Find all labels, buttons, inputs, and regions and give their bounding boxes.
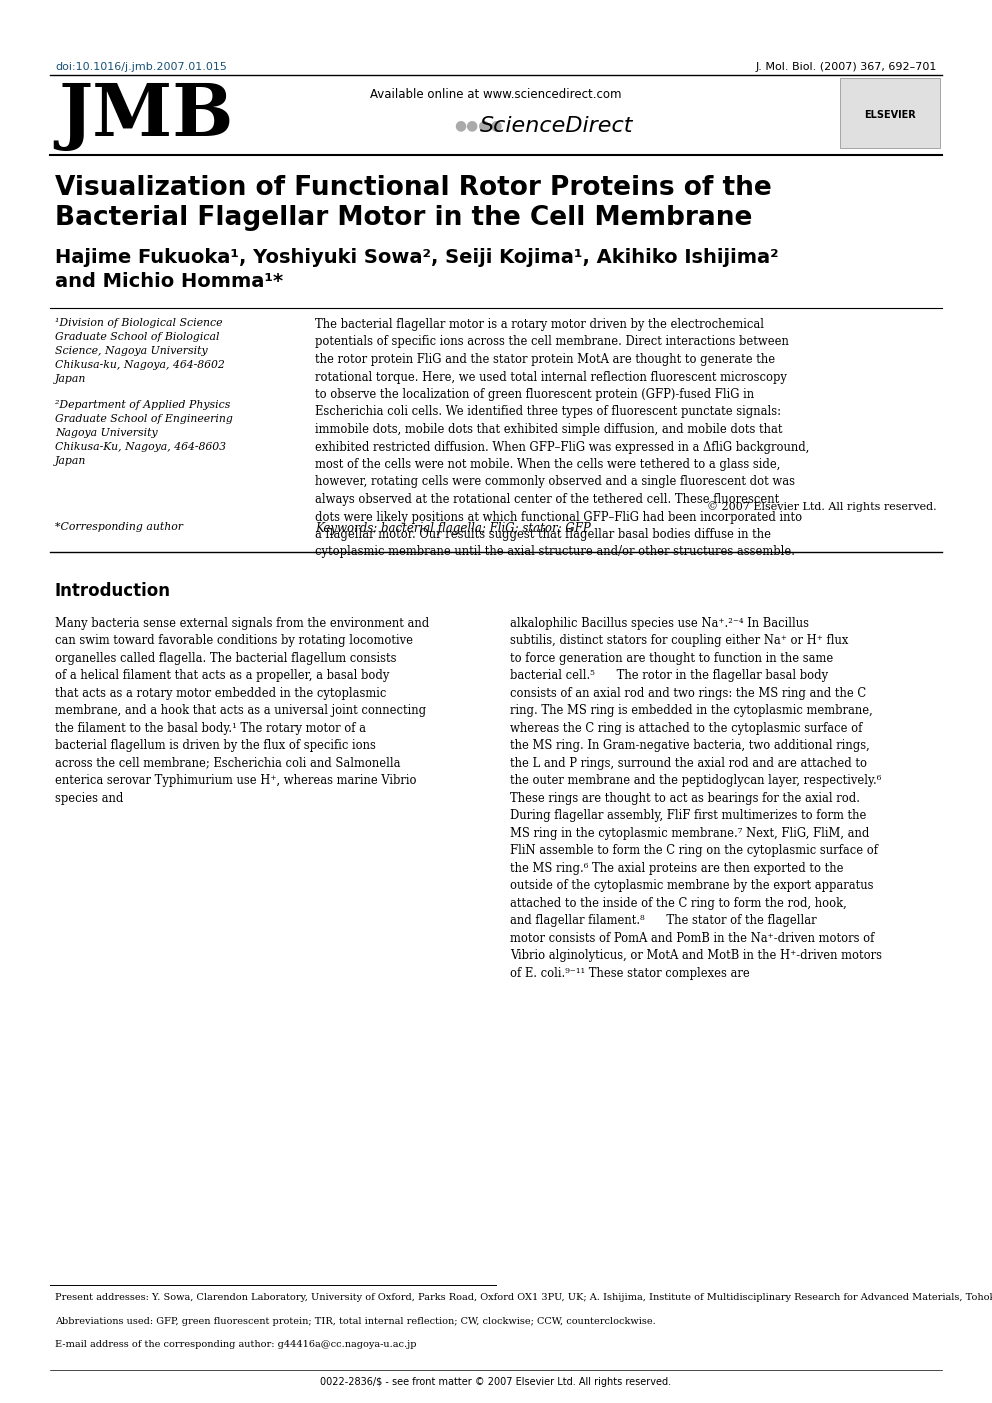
Text: ¹Division of Biological Science: ¹Division of Biological Science	[55, 318, 222, 328]
Text: alkalophilic Bacillus species use Na⁺.²⁻⁴ In Bacillus
subtilis, distinct stators: alkalophilic Bacillus species use Na⁺.²⁻…	[510, 616, 882, 979]
Text: *Corresponding author: *Corresponding author	[55, 522, 183, 532]
Text: Keywords: bacterial flagella; FliG; stator; GFP: Keywords: bacterial flagella; FliG; stat…	[315, 522, 591, 535]
Text: ●●●●: ●●●●	[454, 118, 503, 132]
Text: Available online at www.sciencedirect.com: Available online at www.sciencedirect.co…	[370, 88, 622, 101]
Text: Japan: Japan	[55, 456, 86, 466]
Text: and Michio Homma¹*: and Michio Homma¹*	[55, 272, 283, 290]
Text: 0022-2836/$ - see front matter © 2007 Elsevier Ltd. All rights reserved.: 0022-2836/$ - see front matter © 2007 El…	[320, 1376, 672, 1388]
Bar	[840, 79, 940, 147]
Text: ²Department of Applied Physics: ²Department of Applied Physics	[55, 400, 230, 410]
Text: The bacterial flagellar motor is a rotary motor driven by the electrochemical
po: The bacterial flagellar motor is a rotar…	[315, 318, 809, 558]
Text: Many bacteria sense external signals from the environment and
can swim toward fa: Many bacteria sense external signals fro…	[55, 616, 430, 804]
Text: Graduate School of Biological: Graduate School of Biological	[55, 333, 219, 342]
Text: Chikusa-Ku, Nagoya, 464-8603: Chikusa-Ku, Nagoya, 464-8603	[55, 442, 226, 452]
Text: Introduction: Introduction	[55, 582, 171, 599]
Text: ELSEVIER: ELSEVIER	[864, 109, 916, 121]
Text: doi:10.1016/j.jmb.2007.01.015: doi:10.1016/j.jmb.2007.01.015	[55, 62, 227, 72]
Text: JMB: JMB	[58, 80, 233, 152]
Text: J. Mol. Biol. (2007) 367, 692–701: J. Mol. Biol. (2007) 367, 692–701	[756, 62, 937, 72]
Text: Chikusa-ku, Nagoya, 464-8602: Chikusa-ku, Nagoya, 464-8602	[55, 361, 225, 370]
Text: Science, Nagoya University: Science, Nagoya University	[55, 347, 207, 356]
Text: Visualization of Functional Rotor Proteins of the: Visualization of Functional Rotor Protei…	[55, 175, 772, 201]
Text: Graduate School of Engineering: Graduate School of Engineering	[55, 414, 233, 424]
Text: ScienceDirect: ScienceDirect	[480, 116, 634, 136]
Text: Japan: Japan	[55, 375, 86, 384]
Text: Hajime Fukuoka¹, Yoshiyuki Sowa², Seiji Kojima¹, Akihiko Ishijima²: Hajime Fukuoka¹, Yoshiyuki Sowa², Seiji …	[55, 248, 779, 267]
Text: Present addresses: Y. Sowa, Clarendon Laboratory, University of Oxford, Parks Ro: Present addresses: Y. Sowa, Clarendon La…	[55, 1294, 992, 1350]
Text: Bacterial Flagellar Motor in the Cell Membrane: Bacterial Flagellar Motor in the Cell Me…	[55, 205, 752, 231]
Text: Nagoya University: Nagoya University	[55, 428, 158, 438]
Text: © 2007 Elsevier Ltd. All rights reserved.: © 2007 Elsevier Ltd. All rights reserved…	[707, 502, 937, 512]
